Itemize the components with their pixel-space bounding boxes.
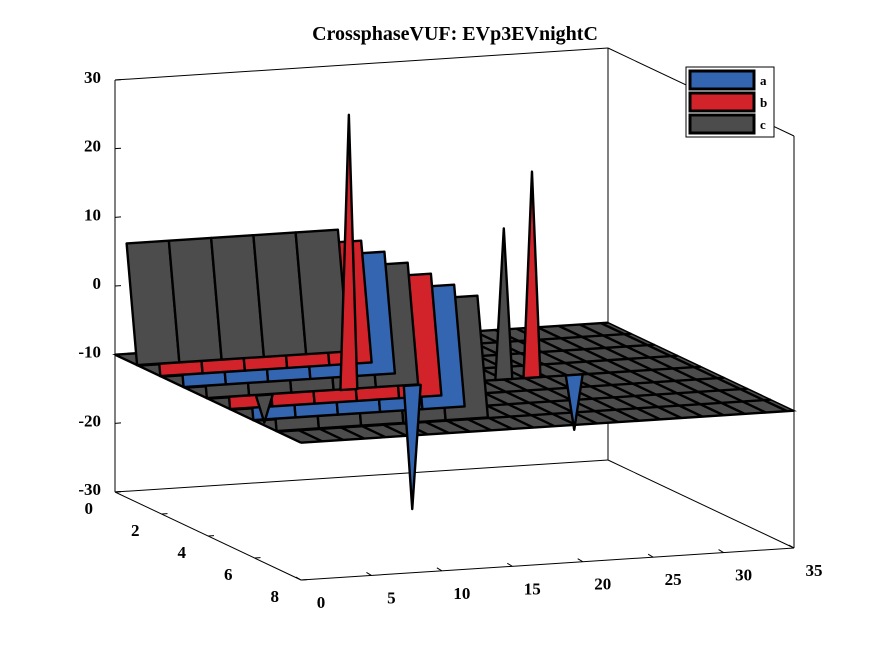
- spike-b: [339, 113, 359, 392]
- z-tick-label: 30: [84, 68, 101, 87]
- spike-c: [254, 393, 274, 424]
- y-tick-label: 6: [224, 565, 233, 584]
- x-tick-label: 5: [387, 588, 396, 607]
- z-tick-label: 20: [84, 137, 101, 156]
- x-tick-label: 10: [453, 584, 470, 603]
- legend-swatch-a: [688, 69, 756, 91]
- y-tick-label: 0: [85, 499, 94, 518]
- chart-title: CrossphaseVUF: EVp3EVnightC: [312, 23, 598, 45]
- legend-label: b: [760, 95, 767, 110]
- y-tick-label: 2: [131, 521, 140, 540]
- x-tick-label: 25: [665, 570, 682, 589]
- spike-c: [494, 227, 514, 382]
- legend: abc: [685, 66, 775, 138]
- spike-a: [402, 383, 422, 511]
- legend-label: c: [760, 117, 766, 132]
- y-tick-label: 8: [271, 587, 280, 606]
- z-tick-label: -10: [78, 343, 101, 362]
- x-tick-label: 15: [524, 579, 541, 598]
- spike-b: [522, 170, 542, 380]
- floor-grid-line: [300, 409, 795, 444]
- x-tick-label: 0: [317, 593, 326, 612]
- z-tick-label: -30: [78, 480, 101, 499]
- ridge-facet-c: [294, 228, 350, 356]
- z-tick-label: 10: [84, 205, 101, 224]
- y-tick-label: 4: [178, 543, 187, 562]
- spike-a: [564, 373, 584, 432]
- z-tick-label: -20: [78, 411, 101, 430]
- legend-label: a: [760, 73, 767, 88]
- z-tick-label: 0: [93, 274, 102, 293]
- legend-swatch-c: [688, 113, 756, 135]
- x-tick-label: 30: [735, 566, 752, 585]
- legend-swatch-b: [688, 91, 756, 113]
- surface: [112, 113, 797, 511]
- x-tick-label: 20: [594, 575, 611, 594]
- x-tick-label: 35: [806, 561, 823, 580]
